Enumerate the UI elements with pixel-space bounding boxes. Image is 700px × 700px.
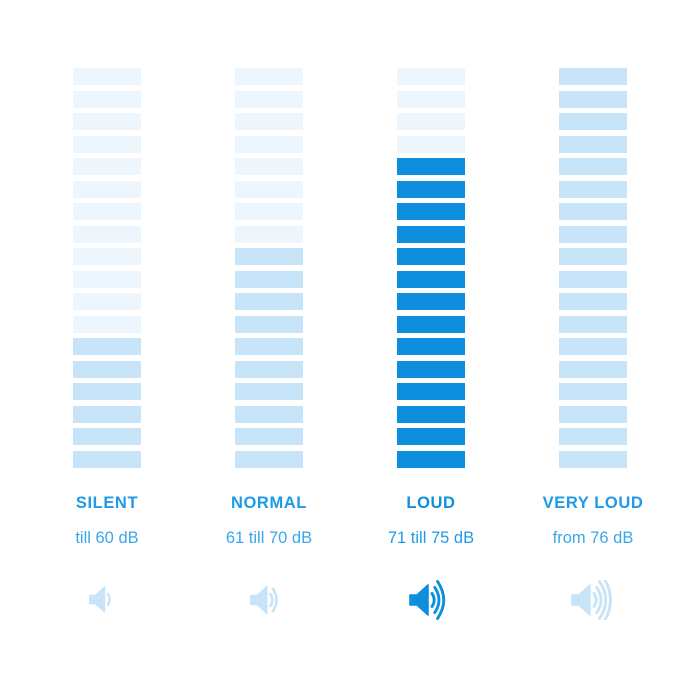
meter-column-loud: LOUD 71 till 75 dB [350,0,512,622]
meter-segment [235,248,303,265]
meter-segment [559,293,627,310]
meter-segment [559,360,627,378]
meter-segment [73,270,141,288]
meter-segment [397,158,465,175]
speaker-volume-medium-icon [249,585,278,614]
meter-segment [397,383,465,400]
meter-segment [73,180,141,198]
meter-segment [559,405,627,423]
meter-segment [235,158,303,175]
meter-segment [559,450,627,468]
meter-segment [559,428,627,445]
bar-stack-normal [235,68,303,468]
meter-segment [73,293,141,310]
column-label-loud: LOUD [406,493,456,512]
meter-segment [235,90,303,108]
meter-segment [73,450,141,468]
meter-segment [397,225,465,243]
meter-column-very-loud: VERY LOUD from 76 dB [512,0,674,622]
meter-segment [73,383,141,400]
meter-segment [559,180,627,198]
meter-segment [235,203,303,220]
meter-segment [235,360,303,378]
column-range-very-loud: from 76 dB [552,528,634,547]
meter-segment [73,203,141,220]
meter-segment [235,270,303,288]
meter-segment [73,158,141,175]
meter-segment [559,225,627,243]
bar-stack-loud [397,68,465,468]
meter-segment [559,158,627,175]
column-label-silent: SILENT [75,493,139,512]
icon-wrap-loud [408,578,454,622]
meter-segment [559,270,627,288]
meter-segment [559,68,627,85]
icon-wrap-silent [88,578,126,622]
column-label-normal: NORMAL [230,493,307,512]
meter-segment [235,68,303,85]
speaker-volume-max-icon [571,579,612,620]
bar-stack-very-loud [559,68,627,468]
meter-segment [235,428,303,445]
column-label-very-loud: VERY LOUD [542,493,644,512]
meter-segment [559,203,627,220]
meter-segment [73,428,141,445]
meter-segment [235,315,303,333]
meter-column-normal: NORMAL 61 till 70 dB [188,0,350,622]
meter-segment [73,68,141,85]
speaker-volume-low-icon [89,586,111,613]
meter-segment [397,180,465,198]
column-range-loud: 71 till 75 dB [387,528,475,547]
meter-segment [235,405,303,423]
meter-segment [73,135,141,153]
meter-column-silent: SILENT till 60 dB [26,0,188,622]
speaker-volume-high-icon [409,579,446,620]
meter-segment [73,338,141,355]
meter-segment [397,113,465,130]
column-range-normal: 61 till 70 dB [225,528,313,547]
meter-segment [397,315,465,333]
meter-segment [235,338,303,355]
meter-segment [73,225,141,243]
meter-segment [397,90,465,108]
meter-segment [559,338,627,355]
column-range-silent: till 60 dB [75,528,139,547]
meter-segment [73,248,141,265]
meter-segment [397,270,465,288]
meter-segment [235,225,303,243]
icon-wrap-very-loud [570,578,616,622]
meter-segment [235,450,303,468]
meter-segment [73,405,141,423]
meter-segment [235,383,303,400]
meter-segment [559,315,627,333]
meter-segment [559,113,627,130]
meter-segment [397,248,465,265]
meter-segment [73,315,141,333]
meter-segment [73,113,141,130]
meter-segment [559,135,627,153]
meter-segment [397,135,465,153]
meter-segment [73,90,141,108]
meter-segment [235,135,303,153]
icon-wrap-normal [249,578,290,622]
meter-segment [559,383,627,400]
meter-segment [397,338,465,355]
meter-segment [397,293,465,310]
meter-segment [397,68,465,85]
bar-stack-silent [73,68,141,468]
meter-segment [73,360,141,378]
meter-segment [559,248,627,265]
meter-segment [397,360,465,378]
meter-segment [397,203,465,220]
meter-segment [559,90,627,108]
meter-segment [397,428,465,445]
meter-segment [397,405,465,423]
meter-segment [235,113,303,130]
meter-segment [397,450,465,468]
meter-segment [235,180,303,198]
meter-segment [235,293,303,310]
